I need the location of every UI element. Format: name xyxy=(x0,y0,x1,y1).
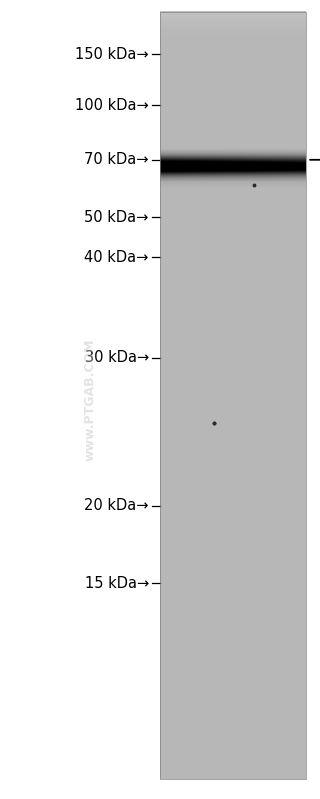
Text: 15 kDa→: 15 kDa→ xyxy=(84,576,149,590)
Text: 20 kDa→: 20 kDa→ xyxy=(84,499,149,513)
Text: www.PTGAB.COM: www.PTGAB.COM xyxy=(83,338,96,461)
Text: 50 kDa→: 50 kDa→ xyxy=(84,210,149,225)
Text: 100 kDa→: 100 kDa→ xyxy=(75,98,149,113)
Text: 40 kDa→: 40 kDa→ xyxy=(84,250,149,264)
Bar xyxy=(160,12,306,779)
Text: 30 kDa→: 30 kDa→ xyxy=(84,351,149,365)
Text: 70 kDa→: 70 kDa→ xyxy=(84,153,149,167)
Text: 150 kDa→: 150 kDa→ xyxy=(75,47,149,62)
